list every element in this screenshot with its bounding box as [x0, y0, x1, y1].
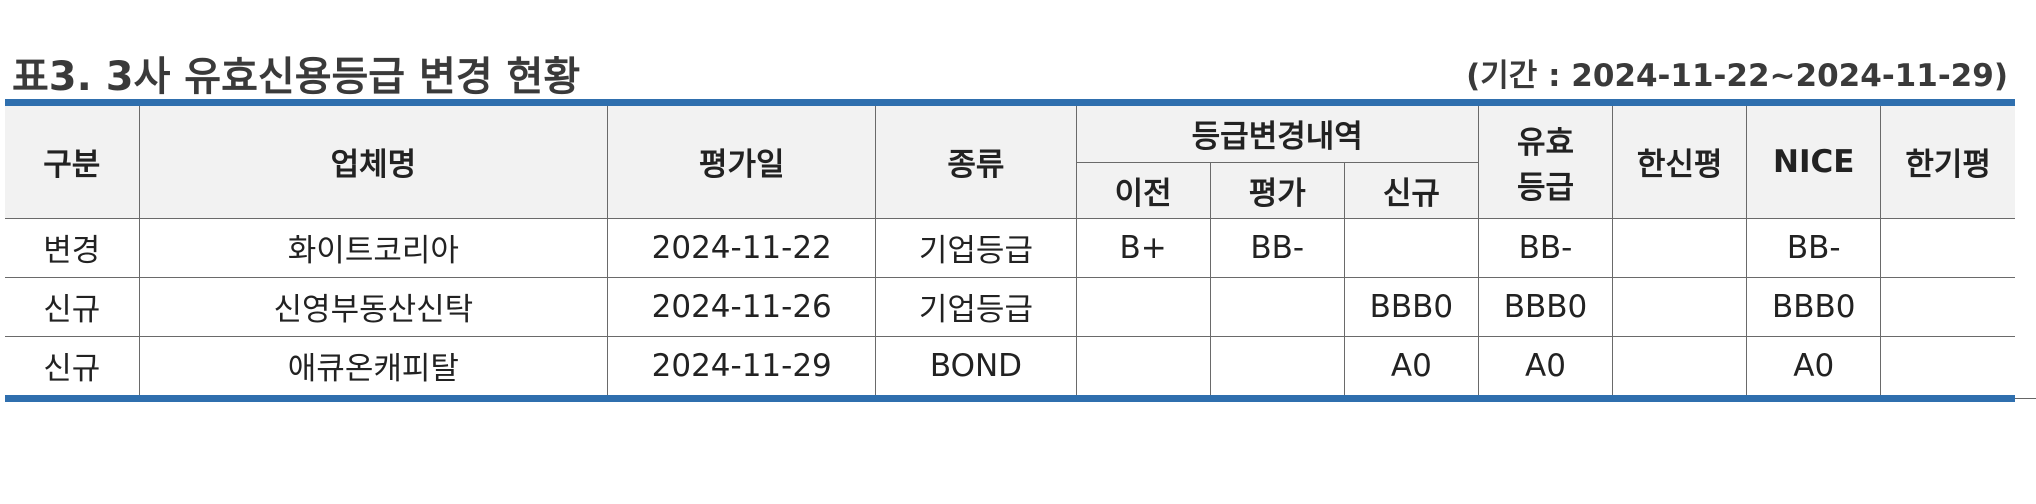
title-row: 표3. 3사 유효신용등급 변경 현황 (기간 : 2024-11-22~202… — [12, 40, 2008, 100]
header-new: 신규 — [1343, 161, 1479, 219]
cell-kind: 기업등급 — [875, 217, 1077, 278]
cell-hanshin — [1612, 217, 1748, 278]
header-nice: NICE — [1746, 106, 1882, 219]
cell-nice: BB- — [1746, 217, 1882, 278]
rating-change-table: 구분 업체명 평가일 종류 등급변경내역 유효 등급 한신평 NICE 한기평 … — [5, 106, 2015, 395]
cell-valid: A0 — [1477, 335, 1614, 395]
cell-eval-date: 2024-11-22 — [607, 217, 877, 278]
table-body: 변경 화이트코리아 2024-11-22 기업등급 B+ BB- BB- BB-… — [5, 217, 2015, 395]
header-hangi: 한기평 — [1880, 106, 2015, 219]
cell-gubun: 신규 — [5, 335, 140, 395]
header-eval: 평가 — [1209, 161, 1345, 219]
cell-company: 화이트코리아 — [138, 217, 609, 278]
cell-gubun: 변경 — [5, 217, 140, 278]
cell-eval: BB- — [1209, 217, 1345, 278]
cell-hangi — [1880, 335, 2015, 395]
cell-company: 애큐온캐피탈 — [138, 335, 609, 395]
cell-nice: A0 — [1746, 335, 1882, 395]
cell-gubun: 신규 — [5, 276, 140, 337]
header-company: 업체명 — [138, 106, 609, 219]
cell-prev — [1075, 335, 1211, 395]
cell-eval — [1209, 335, 1345, 395]
header-eval-date: 평가일 — [607, 106, 877, 219]
cell-prev — [1075, 276, 1211, 337]
header-hanshin: 한신평 — [1612, 106, 1748, 219]
cell-hanshin — [1612, 276, 1748, 337]
table-title: 표3. 3사 유효신용등급 변경 현황 — [12, 54, 581, 100]
cell-new — [1343, 217, 1479, 278]
header-valid-line2: 등급 — [1516, 169, 1574, 206]
table-header: 구분 업체명 평가일 종류 등급변경내역 유효 등급 한신평 NICE 한기평 … — [5, 106, 2015, 219]
cell-eval-date: 2024-11-29 — [607, 335, 877, 395]
header-valid-grade: 유효 등급 — [1477, 106, 1614, 219]
cell-hanshin — [1612, 335, 1748, 395]
cell-company: 신영부동산신탁 — [138, 276, 609, 337]
period-range: (기간 : 2024-11-22~2024-11-29) — [1466, 58, 2008, 94]
table-row: 신규 신영부동산신탁 2024-11-26 기업등급 BBB0 BBB0 BBB… — [5, 276, 2015, 337]
table-row: 변경 화이트코리아 2024-11-22 기업등급 B+ BB- BB- BB- — [5, 217, 2015, 278]
cell-hangi — [1880, 276, 2015, 337]
table-row: 신규 애큐온캐피탈 2024-11-29 BOND A0 A0 A0 — [5, 335, 2015, 395]
cell-eval — [1209, 276, 1345, 337]
cell-nice: BBB0 — [1746, 276, 1882, 337]
header-valid-line1: 유효 — [1516, 124, 1574, 161]
header-prev: 이전 — [1076, 161, 1211, 219]
rating-change-table-wrapper: 구분 업체명 평가일 종류 등급변경내역 유효 등급 한신평 NICE 한기평 … — [5, 99, 2015, 402]
cell-kind: 기업등급 — [875, 276, 1077, 337]
cell-prev: B+ — [1075, 217, 1211, 278]
cell-hangi — [1880, 217, 2015, 278]
cell-new: A0 — [1343, 335, 1479, 395]
header-change-history: 등급변경내역 — [1075, 106, 1479, 163]
cell-new: BBB0 — [1343, 276, 1479, 337]
cell-valid: BBB0 — [1477, 276, 1614, 337]
header-gubun: 구분 — [5, 106, 140, 219]
cell-valid: BB- — [1477, 217, 1614, 278]
cell-eval-date: 2024-11-26 — [607, 276, 877, 337]
cell-kind: BOND — [875, 335, 1077, 395]
table-trailing-rule — [2015, 398, 2036, 399]
header-kind: 종류 — [875, 106, 1077, 219]
